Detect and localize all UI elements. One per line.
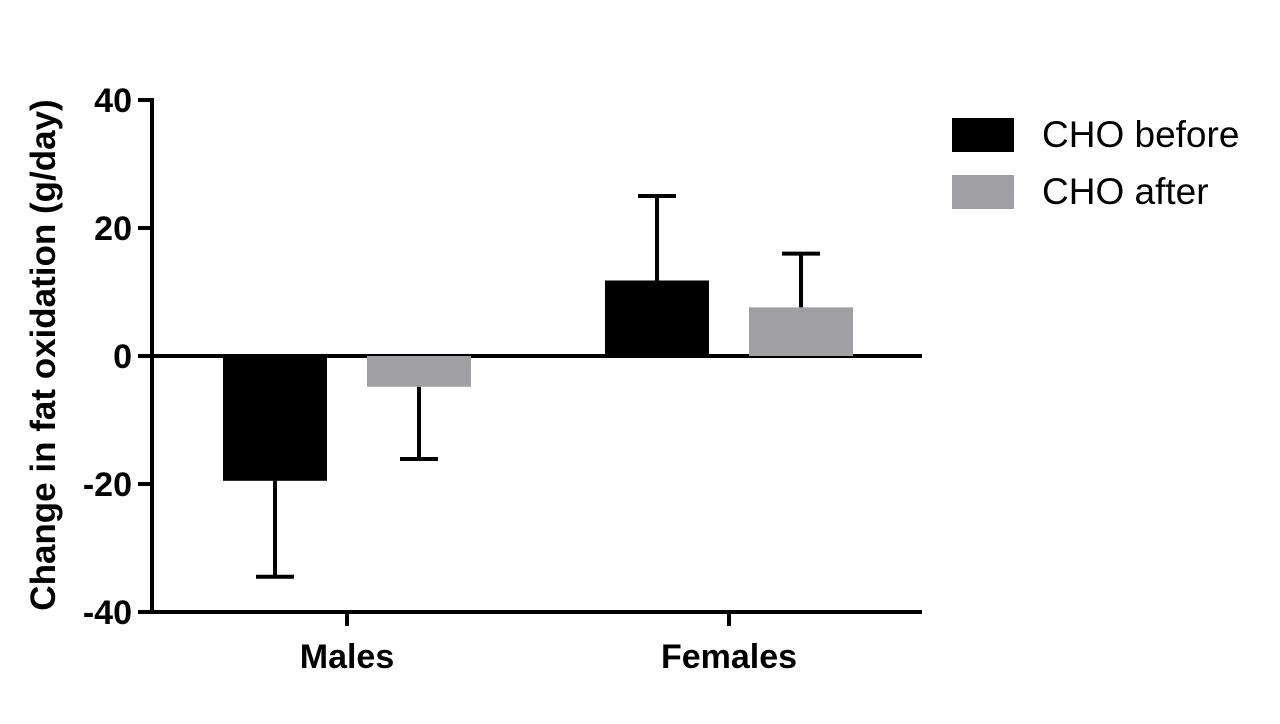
y-tick-labels: 40 20 0 -20 -40 xyxy=(83,82,132,632)
legend-label: CHO before xyxy=(1042,114,1239,155)
bar-females-before xyxy=(605,280,709,356)
x-category-label-males: Males xyxy=(300,638,395,676)
legend-swatch xyxy=(952,118,1014,152)
y-tick-label: 0 xyxy=(113,338,132,376)
x-category-label-females: Females xyxy=(661,638,797,676)
bar-males-before xyxy=(223,356,327,481)
bar-females-after xyxy=(749,307,853,356)
y-tick-label: 20 xyxy=(94,210,132,248)
legend: CHO before CHO after xyxy=(952,114,1239,212)
error-bars xyxy=(256,194,820,579)
y-tick-label: -40 xyxy=(83,594,132,632)
y-tick-label: 40 xyxy=(94,82,132,120)
bars xyxy=(223,280,853,481)
y-axis-title: Change in fat oxidation (g/day) xyxy=(24,99,63,610)
bar-males-after xyxy=(367,356,471,387)
y-tick-label: -20 xyxy=(83,466,132,504)
legend-swatch xyxy=(952,175,1014,209)
x-category-labels: Males Females xyxy=(300,638,797,676)
legend-label: CHO after xyxy=(1042,171,1209,212)
